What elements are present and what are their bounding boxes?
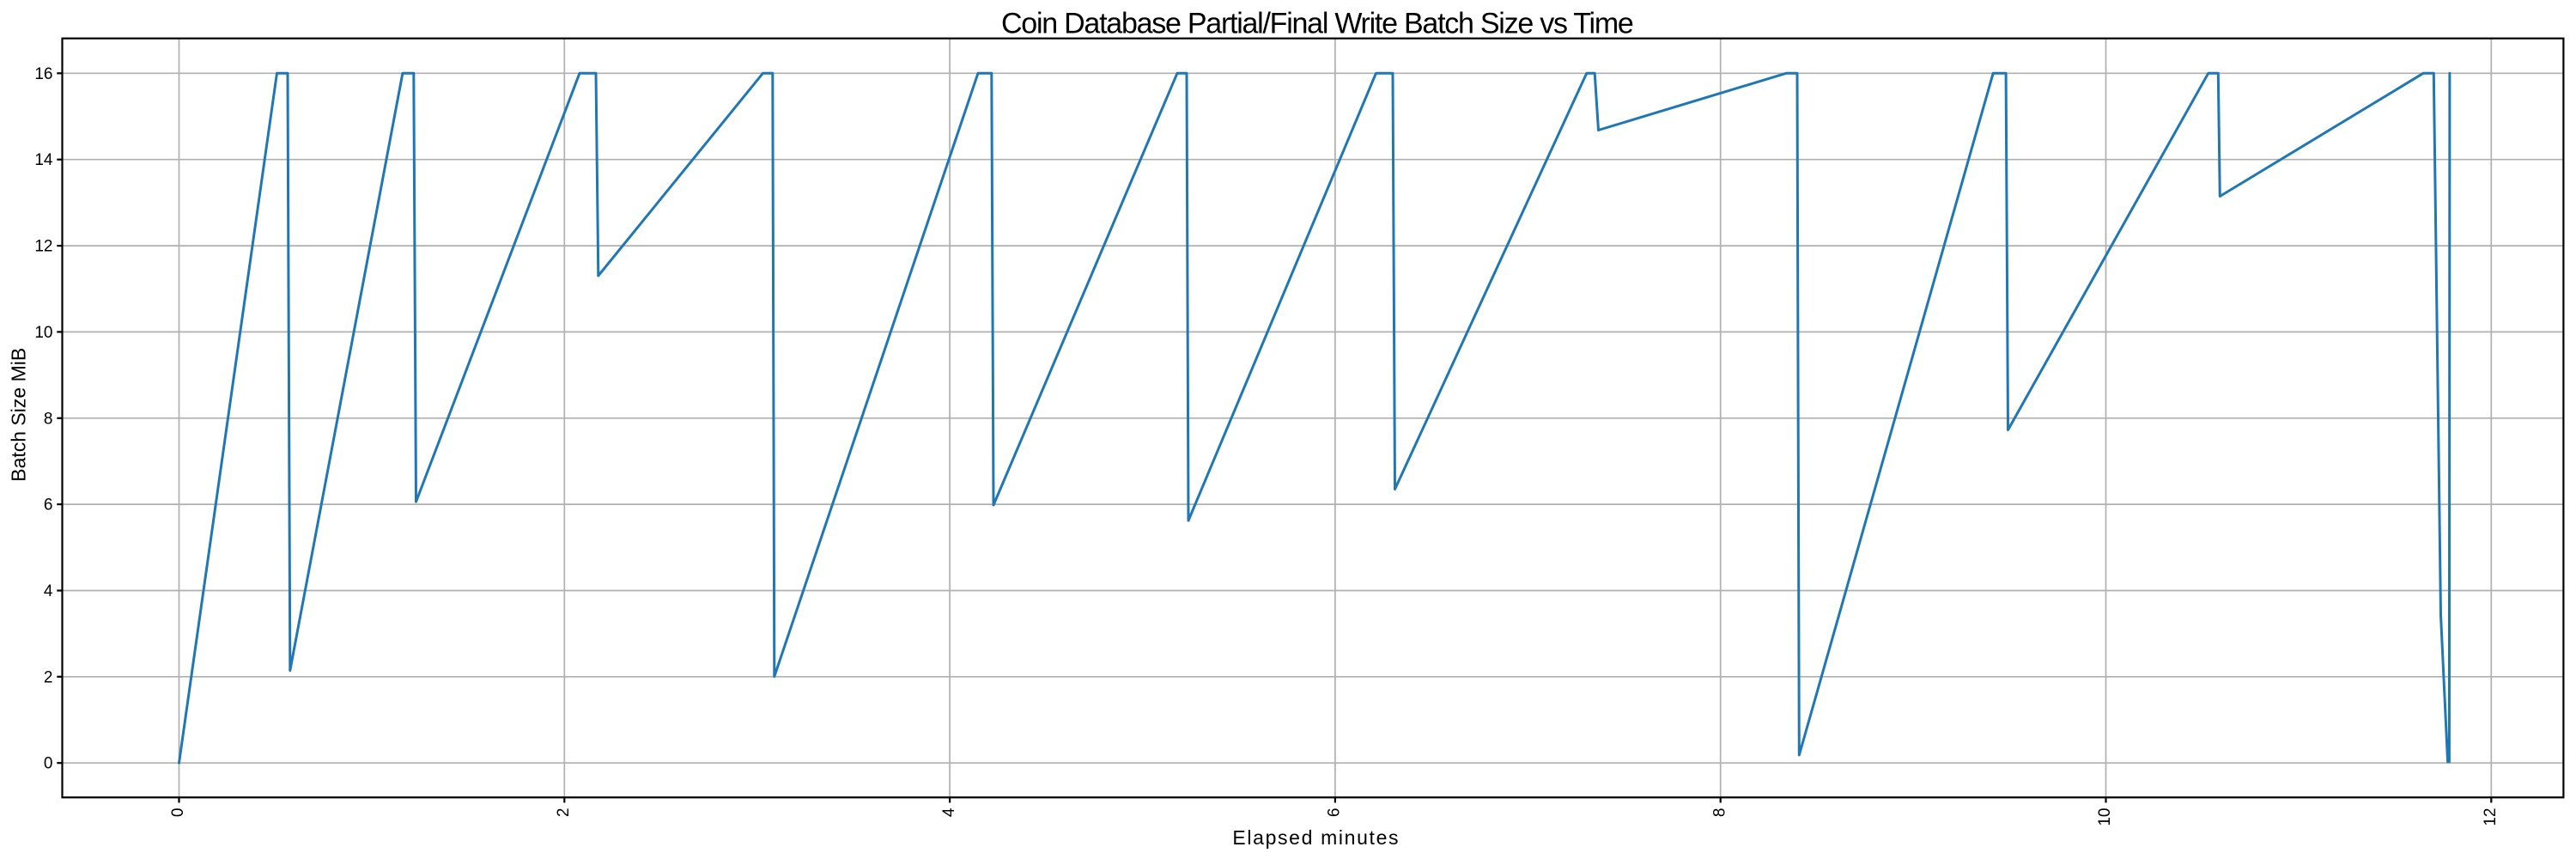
svg-text:10: 10	[34, 324, 52, 342]
svg-text:Coin Database Partial/Final Wr: Coin Database Partial/Final Write Batch …	[1001, 8, 1633, 40]
svg-text:2: 2	[555, 808, 573, 818]
svg-text:12: 12	[34, 238, 52, 256]
svg-text:12: 12	[2482, 808, 2500, 826]
svg-text:8: 8	[44, 410, 53, 428]
svg-text:Batch Size MiB: Batch Size MiB	[8, 348, 30, 482]
svg-text:2: 2	[44, 668, 53, 686]
svg-text:6: 6	[1326, 808, 1344, 818]
svg-text:8: 8	[1710, 808, 1728, 818]
svg-text:0: 0	[169, 808, 187, 818]
svg-text:14: 14	[34, 151, 53, 169]
svg-text:16: 16	[34, 65, 52, 83]
svg-text:4: 4	[940, 807, 958, 817]
svg-text:0: 0	[44, 755, 53, 773]
svg-text:10: 10	[2096, 808, 2114, 826]
svg-text:6: 6	[44, 497, 53, 515]
svg-text:4: 4	[44, 582, 53, 600]
svg-text:Elapsed minutes: Elapsed minutes	[1232, 826, 1400, 849]
